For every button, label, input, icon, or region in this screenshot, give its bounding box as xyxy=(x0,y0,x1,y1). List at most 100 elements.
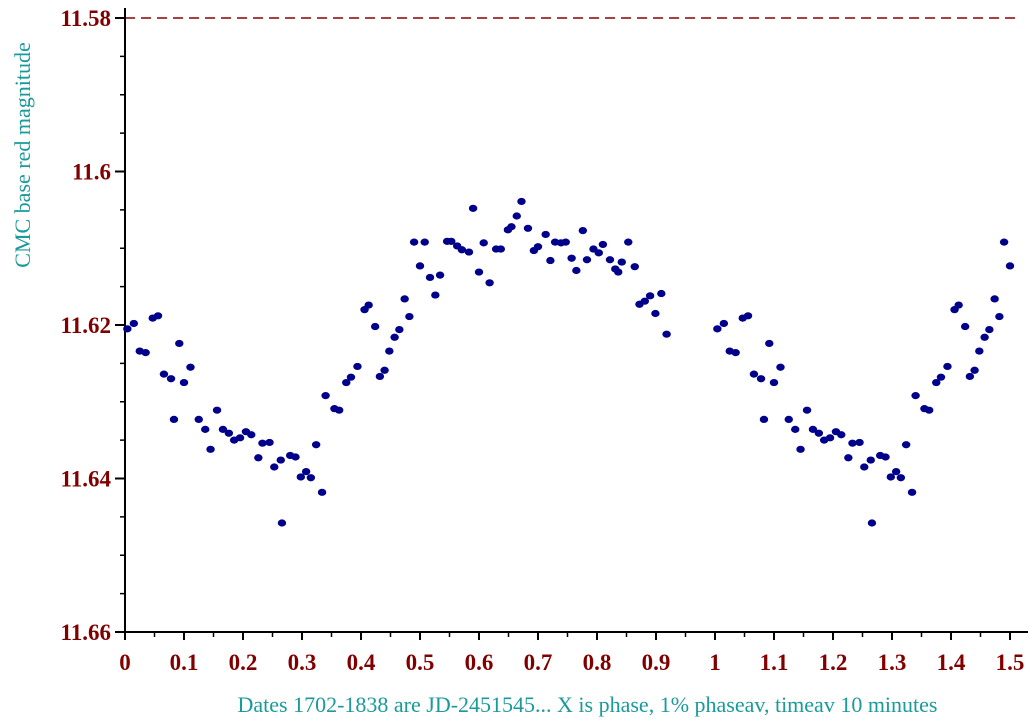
data-point xyxy=(808,425,818,433)
data-point xyxy=(277,519,287,527)
data-point xyxy=(990,295,999,303)
data-point xyxy=(985,326,994,334)
data-point xyxy=(169,415,179,424)
x-tick-label: 0.6 xyxy=(465,650,494,675)
data-points xyxy=(123,197,1015,527)
data-point xyxy=(657,289,666,298)
x-tick-label: 1.2 xyxy=(819,650,848,675)
data-point xyxy=(346,373,356,381)
data-point xyxy=(651,309,660,318)
y-tick-label: 11.66 xyxy=(61,620,111,645)
data-point xyxy=(719,319,729,328)
x-tick-label: 0.7 xyxy=(524,650,553,675)
data-point xyxy=(276,456,285,464)
data-point xyxy=(867,519,877,527)
data-point xyxy=(980,333,989,341)
data-point xyxy=(175,339,184,348)
x-tick-label: 0.1 xyxy=(170,650,199,675)
data-point xyxy=(837,431,846,439)
data-point xyxy=(1005,262,1015,270)
data-point xyxy=(395,326,404,334)
data-point xyxy=(594,249,603,257)
data-point xyxy=(907,488,917,496)
data-point xyxy=(447,237,456,245)
x-tick-label: 1.1 xyxy=(760,650,789,675)
data-point xyxy=(254,454,263,462)
data-point xyxy=(796,445,805,453)
data-point xyxy=(866,456,875,464)
x-tick-label: 1.5 xyxy=(996,650,1025,675)
data-point xyxy=(901,441,911,449)
data-point xyxy=(769,378,779,387)
data-point xyxy=(759,415,769,424)
data-point xyxy=(533,243,543,251)
data-point xyxy=(485,279,494,287)
data-point xyxy=(375,372,385,381)
y-tick-group: 11.58 11.6 11.62 11.64 11.66 xyxy=(61,6,125,645)
data-point xyxy=(825,434,835,442)
data-point xyxy=(390,333,399,341)
data-point xyxy=(662,330,671,338)
data-point xyxy=(541,230,550,239)
data-point xyxy=(598,240,608,249)
data-point xyxy=(380,366,389,374)
x-tick-label: 0 xyxy=(119,650,131,675)
data-point xyxy=(791,425,800,433)
x-tick-label: 0.9 xyxy=(642,650,671,675)
data-point xyxy=(713,325,722,333)
data-point xyxy=(614,268,623,276)
x-tick-label: 0.8 xyxy=(583,650,612,675)
data-point xyxy=(630,263,639,271)
data-point xyxy=(960,322,970,331)
data-point xyxy=(743,312,753,320)
x-tick-label: 0.4 xyxy=(347,650,376,675)
data-point xyxy=(855,438,864,447)
data-point xyxy=(776,363,785,371)
data-point xyxy=(385,347,394,355)
data-point xyxy=(496,245,506,253)
x-tick-label: 0.3 xyxy=(288,650,317,675)
data-point xyxy=(881,453,890,461)
data-point xyxy=(765,339,774,348)
data-point xyxy=(123,325,132,333)
data-point xyxy=(749,370,759,378)
y-axis-title: CMC base red magnitude xyxy=(10,42,35,267)
data-point xyxy=(512,212,521,220)
data-point xyxy=(370,322,380,331)
data-point xyxy=(572,266,581,275)
y-tick-label: 11.6 xyxy=(72,160,111,185)
data-point xyxy=(212,406,222,414)
data-point xyxy=(999,238,1009,246)
data-point xyxy=(194,415,203,424)
data-point xyxy=(141,349,150,357)
data-point xyxy=(523,224,533,232)
data-point xyxy=(567,254,576,262)
data-point xyxy=(617,258,626,266)
x-tick-group: 0 0.1 0.2 0.3 0.4 0.5 0.6 0.7 0.8 0.9 1 1.1 1.2 1.3 1.… xyxy=(119,632,1024,675)
data-point xyxy=(911,392,920,400)
data-point xyxy=(814,429,824,437)
data-point xyxy=(731,349,740,357)
data-point xyxy=(457,246,467,254)
data-point xyxy=(844,454,853,462)
data-point xyxy=(640,297,649,305)
y-tick-label: 11.64 xyxy=(61,467,112,492)
y-tick-label: 11.58 xyxy=(61,6,111,31)
data-point xyxy=(435,271,445,279)
x-tick-label: 1 xyxy=(709,650,721,675)
x-tick-label: 0.2 xyxy=(229,650,258,675)
data-point xyxy=(425,273,435,282)
y-tick-label: 11.62 xyxy=(61,313,111,338)
x-tick-label: 0.5 xyxy=(406,650,435,675)
data-point xyxy=(166,375,176,383)
data-point xyxy=(507,223,516,231)
data-point xyxy=(896,474,906,482)
data-point xyxy=(975,347,984,355)
data-point xyxy=(258,439,267,447)
data-point xyxy=(311,441,321,449)
data-point xyxy=(965,372,975,381)
data-point xyxy=(334,406,344,414)
data-point xyxy=(624,238,633,246)
